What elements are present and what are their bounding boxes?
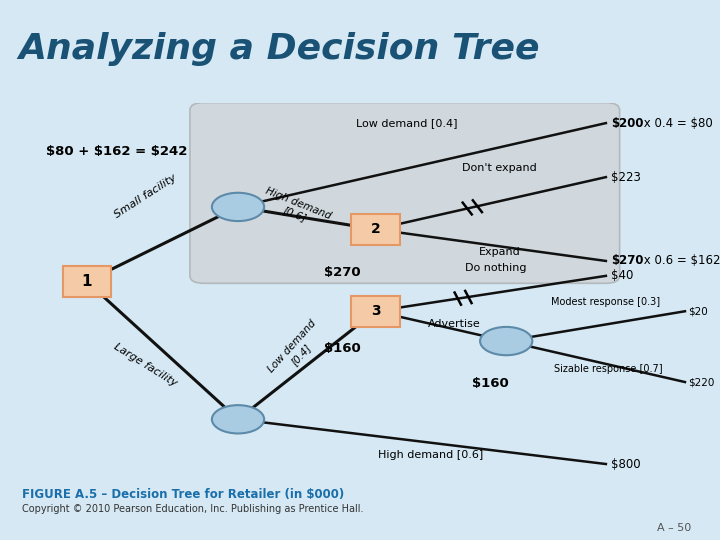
Text: Advertise: Advertise	[428, 319, 481, 329]
Text: $200: $200	[611, 117, 643, 130]
Text: Expand: Expand	[479, 247, 520, 256]
FancyBboxPatch shape	[190, 103, 620, 284]
Text: $270: $270	[611, 254, 643, 267]
Text: Modest response [0.3]: Modest response [0.3]	[552, 297, 660, 307]
Text: Analyzing a Decision Tree: Analyzing a Decision Tree	[18, 32, 539, 65]
Text: A – 50: A – 50	[657, 523, 691, 533]
Text: x 0.6 = $162: x 0.6 = $162	[640, 254, 720, 267]
Text: Sizable response [0.7]: Sizable response [0.7]	[554, 364, 662, 374]
Text: x 0.4 = $80: x 0.4 = $80	[640, 117, 713, 130]
Text: Don't expand: Don't expand	[462, 163, 536, 173]
Text: $160: $160	[324, 342, 361, 355]
FancyBboxPatch shape	[351, 214, 400, 245]
Text: $40: $40	[611, 269, 633, 282]
Text: $800: $800	[611, 457, 640, 470]
Text: Large facility: Large facility	[112, 341, 179, 388]
Text: Low demand [0.4]: Low demand [0.4]	[356, 118, 457, 128]
Text: $223: $223	[611, 171, 641, 184]
Text: FIGURE A.5 – Decision Tree for Retailer (in $000): FIGURE A.5 – Decision Tree for Retailer …	[22, 488, 344, 501]
Text: High demand [0.6]: High demand [0.6]	[378, 450, 483, 460]
Text: $270: $270	[324, 266, 361, 279]
Text: $160: $160	[472, 377, 508, 390]
Text: $20: $20	[688, 306, 708, 316]
Text: Small facility: Small facility	[112, 172, 178, 220]
Circle shape	[212, 193, 264, 221]
Text: 3: 3	[371, 304, 380, 318]
Text: Low demand
[0.4]: Low demand [0.4]	[266, 319, 327, 382]
Text: 1: 1	[81, 274, 92, 289]
Text: $220: $220	[688, 377, 715, 387]
Text: Copyright © 2010 Pearson Education, Inc. Publishing as Prentice Hall.: Copyright © 2010 Pearson Education, Inc.…	[22, 504, 363, 514]
Text: 2: 2	[371, 222, 380, 237]
FancyBboxPatch shape	[63, 266, 111, 296]
Text: Do nothing: Do nothing	[465, 264, 526, 273]
Text: $80 + $162 = $242: $80 + $162 = $242	[45, 145, 187, 158]
FancyBboxPatch shape	[351, 296, 400, 327]
Circle shape	[212, 405, 264, 434]
Circle shape	[480, 327, 532, 355]
Text: High demand
[0.6]: High demand [0.6]	[260, 186, 333, 232]
